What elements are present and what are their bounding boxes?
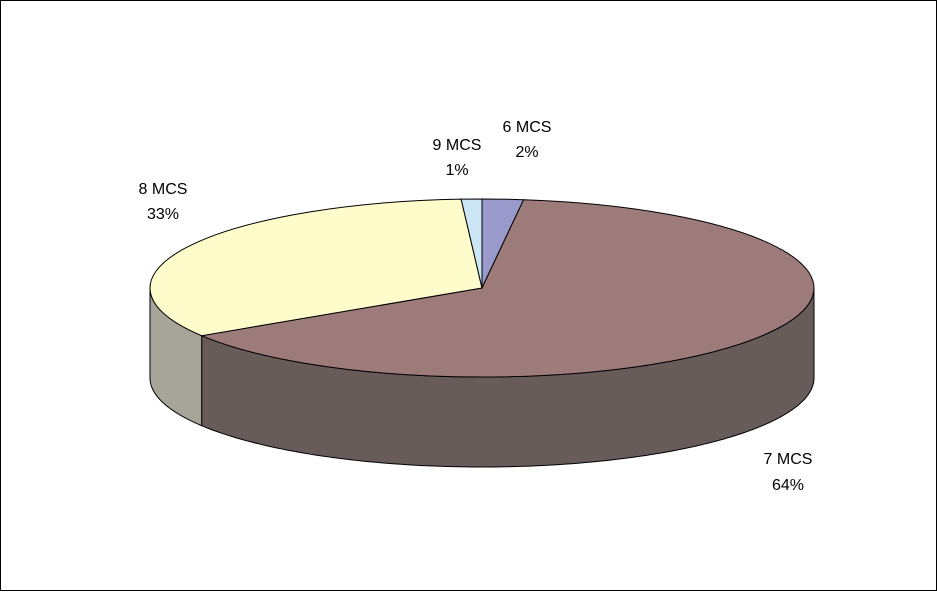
label-8-mcs-pct: 33% (147, 206, 179, 223)
label-6-mcs-pct: 2% (515, 144, 538, 161)
label-7-mcs-name: 7 MCS (764, 451, 813, 468)
label-9-mcs-pct: 1% (445, 162, 468, 179)
pie-slice-9-mcs (460, 198, 483, 289)
label-9-mcs-name: 9 MCS (433, 137, 482, 154)
pie-slice-7-mcs (199, 199, 815, 378)
pie-slice-8-mcs (149, 198, 483, 337)
label-6-mcs-name: 6 MCS (503, 119, 552, 136)
label-8-mcs-name: 8 MCS (139, 181, 188, 198)
pie-top (149, 198, 815, 378)
label-7-mcs-pct: 64% (772, 477, 804, 494)
